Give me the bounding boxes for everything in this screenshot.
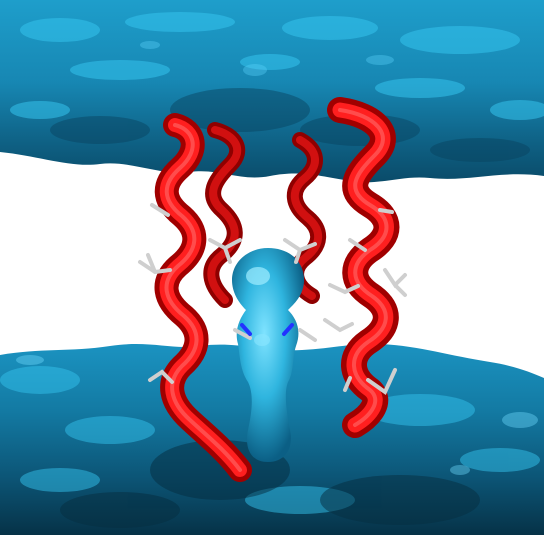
alpha-helix-left-front [154, 113, 252, 482]
top-membrane-surface [0, 0, 544, 183]
alpha-helix-right-front [327, 97, 400, 438]
nitrogen-atoms [240, 323, 294, 336]
alpha-helix-left-back [203, 122, 246, 308]
water-channel-blob [232, 248, 305, 462]
side-chain-sticks [138, 203, 407, 396]
